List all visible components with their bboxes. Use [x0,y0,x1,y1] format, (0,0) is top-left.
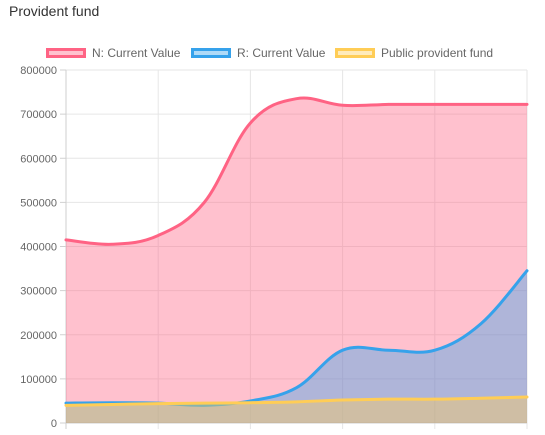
series-line-0 [64,96,529,246]
series-area-0 [66,97,527,423]
series-area-1 [66,270,527,423]
legend-swatch-public-provident-fund [335,48,375,58]
y-tick-label: 500000 [20,197,57,209]
legend-item-public-provident-fund[interactable]: Public provident fund [335,45,493,61]
legend-swatch-n-current-value [46,48,86,58]
y-tick-label: 100000 [20,374,57,386]
y-tick-label: 200000 [20,330,57,342]
chart-title: Provident fund [9,3,100,19]
y-tick-label: 800000 [20,65,57,77]
y-tick-label: 600000 [20,153,57,165]
legend-label: N: Current Value [92,46,181,60]
y-tick-label: 400000 [20,242,57,254]
y-tick-label: 300000 [20,286,57,298]
y-tick-label: 700000 [20,109,57,121]
legend-swatch-r-current-value [191,48,231,58]
legend-label: Public provident fund [381,46,494,60]
legend-label: R: Current Value [237,46,326,60]
chart-legend: N: Current Value R: Current Value Public… [0,45,545,63]
series-line-2 [64,395,529,407]
legend-item-n-current-value[interactable]: N: Current Value [46,45,180,61]
legend-item-r-current-value[interactable]: R: Current Value [191,45,325,61]
y-tick-label: 0 [51,418,57,430]
